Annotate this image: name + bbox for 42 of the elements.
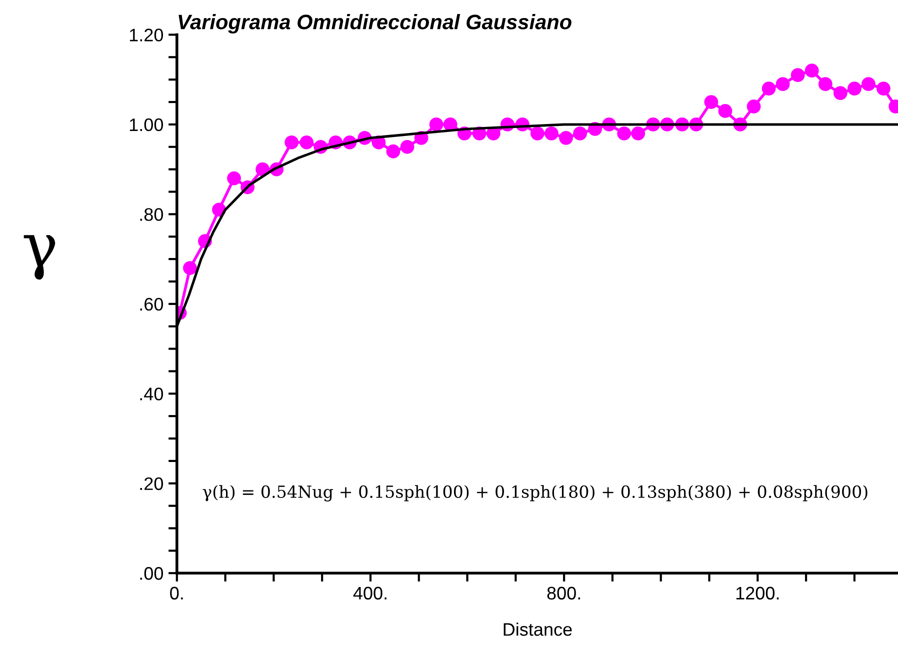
point (617, 126, 632, 140)
x-tick-label: 800. (547, 586, 580, 600)
y-tick-label: .40 (140, 388, 164, 400)
point (183, 261, 197, 275)
point (876, 82, 890, 96)
annotation: γ(h) = 0.54Nug + 0.15sph(100) + 0.1sph(180) + 0.13sph(380) + 0.08sph(900) (202, 485, 868, 502)
point (631, 126, 646, 140)
x-axis-title: Distance (504, 622, 572, 636)
point (746, 100, 761, 114)
point (400, 140, 414, 154)
point (704, 95, 718, 109)
y-tick-label: .20 (140, 477, 164, 490)
point (848, 82, 862, 96)
point (559, 130, 573, 145)
point (718, 104, 732, 118)
y-tick-label: 1.20 (130, 28, 164, 42)
y-tick-label: 1.00 (130, 118, 164, 132)
point (762, 82, 776, 96)
point (227, 171, 241, 186)
point (862, 77, 876, 92)
point (790, 68, 805, 82)
point (776, 77, 790, 92)
point (386, 144, 400, 158)
point (818, 77, 832, 92)
chart-title: Variograma Omnidireccional Gaussiano (178, 14, 572, 34)
point (429, 118, 444, 132)
point (530, 126, 544, 140)
point (300, 135, 314, 150)
x-tick-label: 400. (353, 586, 386, 600)
y-tick-label: .80 (140, 208, 164, 221)
point (443, 118, 458, 132)
x-tick-label: 1200. (736, 586, 779, 600)
y-tick-label: .60 (140, 298, 164, 311)
x-tick-label: 0. (170, 586, 183, 600)
point (833, 86, 848, 100)
point (284, 135, 299, 150)
point (544, 126, 558, 140)
y-axis-title: γ (24, 235, 56, 280)
point (804, 64, 819, 78)
point (573, 126, 587, 140)
point (256, 162, 270, 176)
y-tick-label: .00 (140, 567, 164, 580)
